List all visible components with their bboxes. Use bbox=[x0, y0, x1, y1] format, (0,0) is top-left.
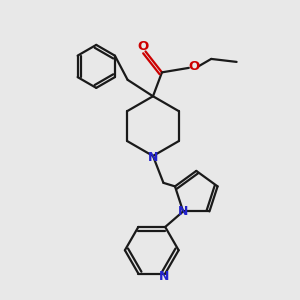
Text: N: N bbox=[148, 151, 158, 164]
Text: O: O bbox=[189, 60, 200, 73]
Text: N: N bbox=[178, 205, 188, 218]
Text: N: N bbox=[158, 270, 169, 283]
Text: O: O bbox=[137, 40, 148, 53]
